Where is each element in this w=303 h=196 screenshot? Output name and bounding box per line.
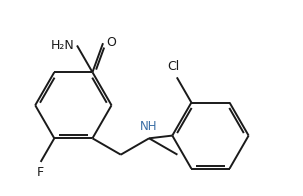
Text: Cl: Cl <box>167 60 179 73</box>
Text: H₂N: H₂N <box>50 39 74 52</box>
Text: O: O <box>106 36 116 49</box>
Text: NH: NH <box>140 120 158 133</box>
Text: F: F <box>37 166 44 179</box>
